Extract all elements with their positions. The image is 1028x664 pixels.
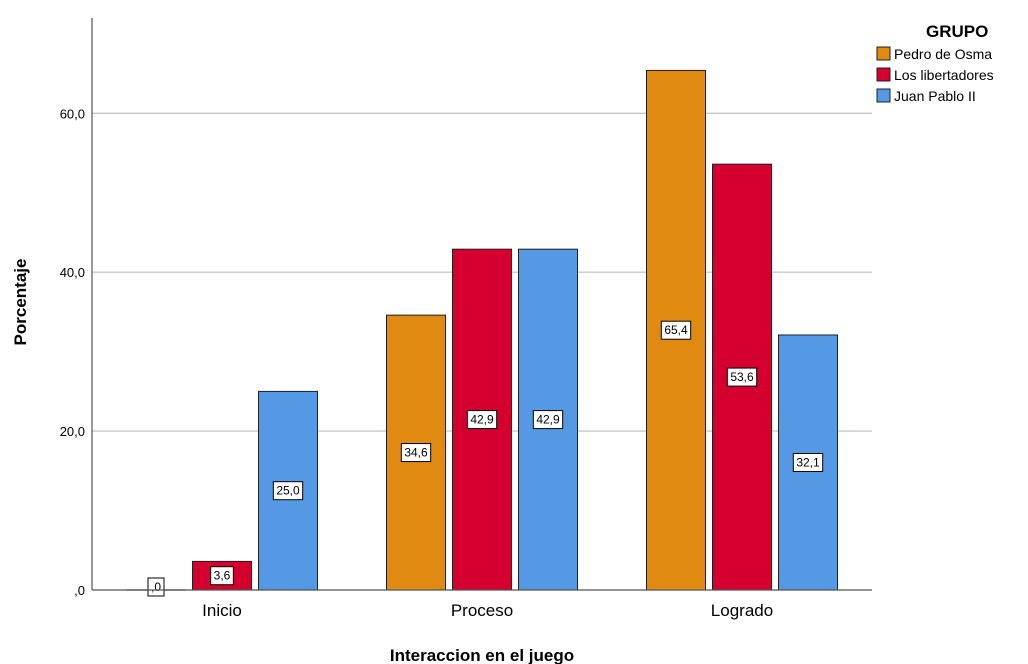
legend-item-pedro-de-osma: Pedro de Osma: [876, 46, 992, 62]
y-tick-label: 40,0: [60, 265, 85, 280]
legend-item-los-libertadores: Los libertadores: [876, 67, 994, 83]
x-tick-label: Inicio: [202, 601, 242, 620]
data-label-los-libertadores-logrado: 53,6: [726, 367, 758, 387]
svg-text:34,6: 34,6: [404, 446, 428, 460]
data-label-pedro-de-osma-proceso: 34,6: [400, 443, 432, 463]
y-tick-label: 20,0: [60, 424, 85, 439]
legend-swatch: [876, 46, 891, 61]
legend-label: Pedro de Osma: [894, 46, 992, 62]
svg-text:42,9: 42,9: [536, 413, 560, 427]
legend-swatch: [876, 67, 891, 82]
bars: [126, 69, 838, 591]
x-tick-label: Proceso: [451, 601, 513, 620]
svg-text:32,1: 32,1: [796, 455, 820, 469]
data-label-los-libertadores-inicio: 3,6: [210, 566, 234, 586]
data-labels: ,0 3,6 25,0 34,6 42,9 42,9 65,4 53,6 32,1: [147, 320, 824, 597]
svg-text:,0: ,0: [151, 580, 161, 594]
y-tick-label: 60,0: [60, 106, 85, 121]
y-axis-title: Porcentaje: [11, 259, 30, 346]
y-tick-labels: ,0 20,0 40,0 60,0: [60, 106, 85, 598]
y-tick-label: ,0: [74, 583, 85, 598]
legend-item-juan-pablo-ii: Juan Pablo II: [876, 88, 976, 104]
x-axis-title: Interaccion en el juego: [390, 646, 574, 664]
data-label-juan-pablo-ii-inicio: 25,0: [272, 481, 304, 501]
svg-text:65,4: 65,4: [664, 323, 688, 337]
data-label-pedro-de-osma-inicio: ,0: [147, 577, 165, 597]
svg-text:3,6: 3,6: [214, 569, 231, 583]
svg-text:25,0: 25,0: [276, 484, 300, 498]
legend: GRUPO Pedro de Osma Los libertadores Juan …: [876, 22, 994, 104]
legend-swatch: [876, 88, 891, 103]
data-label-juan-pablo-ii-proceso: 42,9: [532, 410, 564, 430]
data-label-los-libertadores-proceso: 42,9: [466, 410, 498, 430]
x-tick-label: Logrado: [711, 601, 773, 620]
legend-label: Juan Pablo II: [894, 88, 976, 104]
legend-label: Los libertadores: [894, 67, 994, 83]
data-label-juan-pablo-ii-logrado: 32,1: [792, 452, 824, 472]
data-label-pedro-de-osma-logrado: 65,4: [660, 320, 692, 340]
legend-title: GRUPO: [926, 22, 988, 41]
axes: [91, 18, 872, 591]
svg-text:53,6: 53,6: [730, 370, 754, 384]
svg-text:42,9: 42,9: [470, 413, 494, 427]
x-tick-labels: Inicio Proceso Logrado: [202, 601, 773, 620]
